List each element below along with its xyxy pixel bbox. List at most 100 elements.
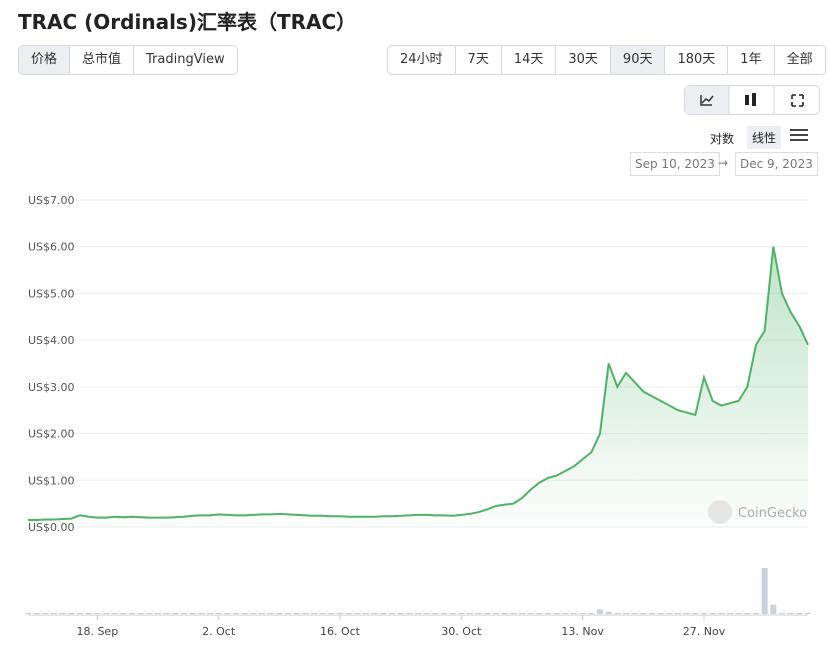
- y-tick-label: US$3.00: [28, 381, 75, 394]
- volume-bar: [605, 611, 612, 614]
- volume-bar: [380, 612, 387, 614]
- volume-bar: [475, 612, 482, 614]
- volume-bar: [302, 612, 309, 614]
- volume-bar: [441, 612, 447, 614]
- volume-bar: [337, 612, 343, 614]
- range-tabs: 24小时 7天 14天 30天 90天 180天 1年 全部: [387, 45, 826, 75]
- volume-bar: [770, 604, 777, 614]
- volume-bar: [562, 612, 569, 614]
- volume-bar: [319, 612, 326, 614]
- volume-bar: [267, 612, 274, 614]
- menu-icon[interactable]: [790, 128, 808, 142]
- volume-bar: [692, 612, 699, 614]
- volume-bar: [85, 612, 92, 614]
- metric-tabs: 价格 总市值 TradingView: [18, 45, 238, 75]
- tab[interactable]: 30天: [556, 46, 611, 74]
- fullscreen-icon[interactable]: [791, 94, 804, 107]
- volume-bar: [259, 612, 265, 614]
- title: TRAC (Ordinals)汇率表（TRAC）: [18, 10, 357, 34]
- volume-bar: [59, 612, 66, 614]
- candle-icon[interactable]: [745, 95, 749, 105]
- volume-bar: [718, 612, 725, 614]
- volume-bar: [458, 612, 465, 614]
- volume-bar: [328, 612, 335, 614]
- volume-bar: [597, 609, 603, 614]
- volume-bar: [215, 612, 222, 614]
- volume-bar: [163, 612, 170, 614]
- tab[interactable]: 1年: [728, 46, 775, 74]
- volume-bar: [727, 612, 733, 614]
- volume-bar: [753, 612, 759, 614]
- watermark: CoinGecko: [738, 506, 807, 521]
- volume-bar: [311, 612, 317, 614]
- volume-bar: [796, 612, 803, 614]
- y-tick-label: US$7.00: [28, 194, 75, 207]
- volume-bar: [363, 612, 369, 614]
- volume-bar: [33, 612, 40, 614]
- scale-linear[interactable]: 线性: [747, 126, 782, 149]
- plot: US$0.00US$1.00US$2.00US$3.00US$4.00US$5.…: [25, 194, 811, 638]
- volume-bar: [779, 612, 785, 614]
- volume-bar: [94, 612, 101, 614]
- volume-bar: [172, 612, 179, 614]
- volume-bar: [701, 612, 707, 614]
- volume-bar: [155, 612, 161, 614]
- date-to[interactable]: Dec 9, 2023: [735, 152, 818, 176]
- volume-bar: [536, 612, 543, 614]
- volume-bar: [354, 612, 361, 614]
- volume-bar: [614, 612, 621, 614]
- line-icon: [701, 95, 714, 104]
- volume-bar: [42, 612, 49, 614]
- volume-bar: [805, 612, 811, 614]
- volume-bar: [103, 612, 109, 614]
- tab[interactable]: 全部: [786, 52, 813, 67]
- date-from[interactable]: Sep 10, 2023: [630, 152, 720, 176]
- volume-bar: [77, 612, 83, 614]
- tab[interactable]: 180天: [665, 46, 729, 74]
- volume-bar: [744, 612, 751, 614]
- volume-bar: [501, 612, 508, 614]
- volume-bar: [241, 612, 248, 614]
- volume-bar: [224, 612, 231, 614]
- volume-bar: [137, 612, 144, 614]
- volume-bar: [397, 612, 404, 614]
- y-tick-label: US$2.00: [28, 428, 75, 441]
- candle-icon[interactable]: [752, 93, 756, 106]
- volume-bar: [120, 612, 127, 614]
- volume-bar: [293, 612, 300, 614]
- tab[interactable]: 7天: [456, 46, 502, 74]
- watermark-logo: [708, 500, 732, 524]
- y-tick-label: US$5.00: [28, 287, 75, 300]
- tab[interactable]: 24小时: [388, 46, 456, 74]
- volume-bar: [276, 612, 283, 614]
- volume-bar: [233, 612, 239, 614]
- x-tick-label: 27. Nov: [683, 625, 726, 638]
- volume-bar: [631, 612, 638, 614]
- chart-type-tabs: [684, 85, 820, 115]
- tab[interactable]: 90天: [610, 46, 666, 74]
- volume-bar: [345, 612, 352, 614]
- volume-bar: [527, 612, 534, 614]
- volume-bar: [579, 612, 586, 614]
- volume-bar: [111, 612, 118, 614]
- volume-bar: [571, 612, 577, 614]
- volume-bar: [467, 612, 473, 614]
- volume-bar: [432, 612, 439, 614]
- volume-bar: [198, 612, 205, 614]
- volume-bar: [68, 612, 75, 614]
- area: [28, 246, 808, 527]
- tab[interactable]: 14天: [502, 46, 557, 74]
- tab[interactable]: 总市值: [70, 46, 135, 74]
- tab[interactable]: TradingView: [146, 52, 225, 67]
- tab[interactable]: 价格: [19, 46, 71, 74]
- y-tick-label: US$4.00: [28, 334, 75, 347]
- volume-bar: [510, 612, 517, 614]
- arrow: →: [718, 156, 729, 170]
- price-line: [28, 246, 809, 521]
- volume-bar: [761, 568, 768, 614]
- volume-bar: [181, 612, 187, 614]
- scale-log[interactable]: 对数: [710, 132, 735, 146]
- volume-bar: [129, 612, 135, 614]
